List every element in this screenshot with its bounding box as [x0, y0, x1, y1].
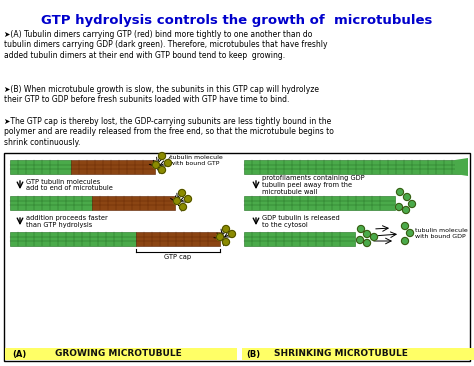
Bar — [4, 153, 470, 361]
Text: SHRINKING MICROTUBULE: SHRINKING MICROTUBULE — [274, 350, 408, 359]
Circle shape — [179, 190, 185, 197]
Text: GROWING MICROTUBULE: GROWING MICROTUBULE — [55, 350, 182, 359]
Circle shape — [180, 203, 186, 210]
Text: GTP hydrolysis controls the growth of  microtubules: GTP hydrolysis controls the growth of mi… — [41, 14, 433, 27]
Circle shape — [364, 231, 371, 238]
Bar — [92, 196, 175, 210]
Text: protofilaments containing GDP
tubulin peel away from the
microtubule wall: protofilaments containing GDP tubulin pe… — [262, 175, 365, 195]
Circle shape — [228, 231, 236, 238]
Bar — [5, 348, 237, 360]
Text: GTP cap: GTP cap — [164, 254, 191, 260]
Text: tubulin molecule
with bound GDP: tubulin molecule with bound GDP — [415, 228, 468, 239]
Circle shape — [356, 236, 364, 243]
Circle shape — [403, 194, 410, 201]
Text: ➤The GTP cap is thereby lost, the GDP-carrying subunits are less tightly bound i: ➤The GTP cap is thereby lost, the GDP-ca… — [4, 117, 334, 147]
Circle shape — [396, 188, 403, 195]
Bar — [10, 160, 71, 174]
Text: GTP tubulin molecules
add to end of microtubule: GTP tubulin molecules add to end of micr… — [26, 179, 113, 191]
Text: tubulin molecule
with bound GTP: tubulin molecule with bound GTP — [170, 155, 223, 166]
Circle shape — [357, 225, 365, 232]
Text: (B): (B) — [246, 350, 260, 359]
Circle shape — [407, 229, 413, 236]
Text: ➤(B) When microtubule growth is slow, the subunits in this GTP cap will hydrolyz: ➤(B) When microtubule growth is slow, th… — [4, 85, 319, 104]
Text: GDP tubulin is released
to the cytosol: GDP tubulin is released to the cytosol — [262, 215, 340, 228]
Circle shape — [173, 198, 181, 205]
Circle shape — [158, 167, 165, 173]
Bar — [10, 232, 136, 246]
Polygon shape — [455, 158, 468, 176]
Text: ➤(A) Tubulin dimers carrying GTP (red) bind more tightly to one another than do
: ➤(A) Tubulin dimers carrying GTP (red) b… — [4, 30, 328, 60]
Bar — [71, 160, 155, 174]
Circle shape — [401, 238, 409, 244]
Bar — [244, 232, 355, 246]
Bar — [244, 160, 460, 174]
Circle shape — [395, 203, 402, 210]
Circle shape — [153, 161, 159, 168]
Circle shape — [401, 223, 409, 229]
Circle shape — [402, 206, 410, 213]
Circle shape — [409, 201, 416, 208]
Text: (A): (A) — [12, 350, 26, 359]
Text: addition proceeds faster
than GTP hydrolysis: addition proceeds faster than GTP hydrol… — [26, 215, 108, 228]
Bar — [136, 232, 220, 246]
Circle shape — [158, 153, 165, 160]
Circle shape — [371, 234, 377, 240]
Circle shape — [222, 225, 229, 232]
Circle shape — [217, 234, 224, 240]
Bar — [244, 196, 395, 210]
Circle shape — [164, 160, 172, 167]
Bar — [10, 196, 92, 210]
Circle shape — [364, 239, 371, 246]
Bar — [242, 348, 474, 360]
Circle shape — [222, 239, 229, 246]
Circle shape — [184, 195, 191, 202]
